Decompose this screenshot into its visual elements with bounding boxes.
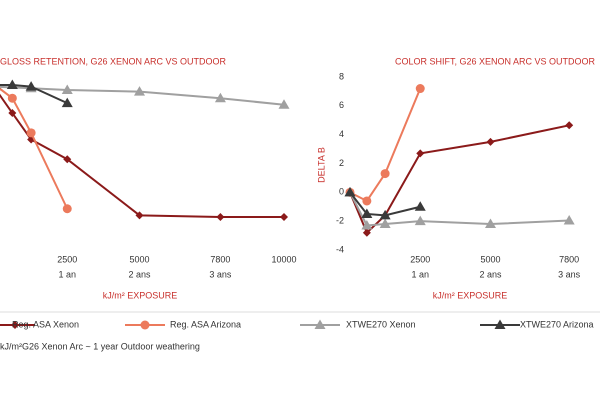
marker [63, 155, 72, 164]
marker [414, 201, 426, 211]
chart-title: COLOR SHIFT, G26 XENON ARC VS OUTDOOR [395, 56, 596, 66]
x-axis-label: kJ/m² EXPOSURE [433, 290, 508, 300]
series-line [0, 84, 68, 105]
marker [11, 321, 19, 329]
marker [485, 218, 496, 229]
x-tick-sublabel: 1 an [58, 269, 76, 279]
series-line [0, 93, 284, 218]
marker [379, 218, 391, 229]
marker [379, 209, 391, 220]
marker [415, 84, 425, 94]
marker [344, 186, 356, 197]
x-tick-sublabel: 2 ans [128, 269, 151, 279]
marker [565, 121, 574, 130]
chart-title: GLOSS RETENTION, G26 XENON ARC VS OUTDOO… [0, 56, 227, 66]
marker [362, 196, 372, 206]
series-line [349, 88, 422, 203]
legend-label: XTWE270 Arizona [520, 319, 594, 329]
x-tick-label: 2500 [57, 254, 77, 264]
y-axis-label: DELTA B [316, 147, 326, 183]
y-tick-label: 6 [339, 100, 344, 110]
marker [280, 213, 288, 221]
marker [61, 84, 73, 94]
marker [214, 92, 226, 103]
x-tick-sublabel: 2 ans [479, 269, 502, 279]
marker [26, 128, 36, 138]
y-tick-label: 0 [339, 187, 344, 197]
y-tick-label: 2 [339, 158, 344, 168]
x-tick-label: 2500 [410, 254, 430, 264]
y-tick-label: -4 [336, 244, 344, 254]
marker [135, 211, 144, 220]
x-tick-sublabel: 1 an [411, 269, 429, 279]
x-axis-label: kJ/m² EXPOSURE [103, 290, 178, 300]
marker [361, 219, 373, 230]
marker [314, 319, 326, 329]
marker [278, 99, 290, 109]
x-tick-sublabel: 3 ans [209, 269, 232, 279]
marker [61, 97, 73, 108]
legend-label: Reg. ASA Arizona [170, 319, 241, 329]
marker [563, 214, 575, 225]
series-line [349, 191, 421, 217]
legend-label: XTWE270 Xenon [346, 319, 416, 329]
marker [0, 88, 1, 89]
y-tick-label: -2 [336, 216, 344, 226]
marker [216, 213, 225, 221]
y-tick-label: 4 [339, 129, 344, 139]
marker [8, 109, 17, 118]
marker [0, 89, 1, 91]
x-tick-sublabel: 3 ans [558, 269, 581, 279]
series-line [0, 87, 69, 210]
marker [134, 86, 145, 96]
x-tick-label: 7800 [210, 254, 230, 264]
marker [140, 320, 150, 330]
marker [62, 204, 72, 214]
y-tick-label: 8 [339, 71, 344, 81]
series-line [0, 85, 285, 106]
series-line [349, 191, 570, 227]
footnote: kJ/m²G26 Xenon Arc ~ 1 year Outdoor weat… [0, 341, 200, 351]
x-tick-label: 5000 [480, 254, 500, 264]
legend-label: Reg. ASA Xenon [12, 319, 79, 329]
marker [7, 93, 17, 103]
marker [6, 79, 18, 89]
marker [380, 169, 390, 179]
marker [486, 137, 495, 146]
x-tick-label: 5000 [129, 254, 149, 264]
marker [362, 228, 371, 237]
marker [25, 81, 37, 91]
marker [494, 319, 506, 329]
marker [361, 208, 373, 218]
marker [416, 149, 425, 158]
marker [414, 215, 426, 226]
x-tick-label: 7800 [559, 254, 579, 264]
x-tick-label: 10000 [271, 254, 296, 264]
